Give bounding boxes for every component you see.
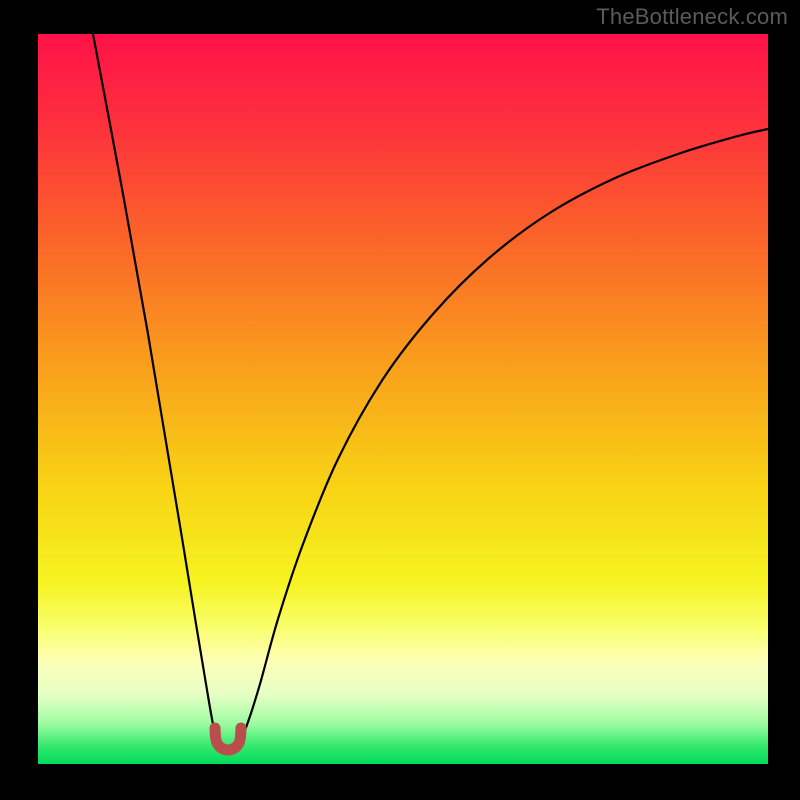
bottleneck-chart (0, 0, 800, 800)
watermark-text: TheBottleneck.com (596, 4, 788, 30)
plot-background (38, 34, 768, 764)
